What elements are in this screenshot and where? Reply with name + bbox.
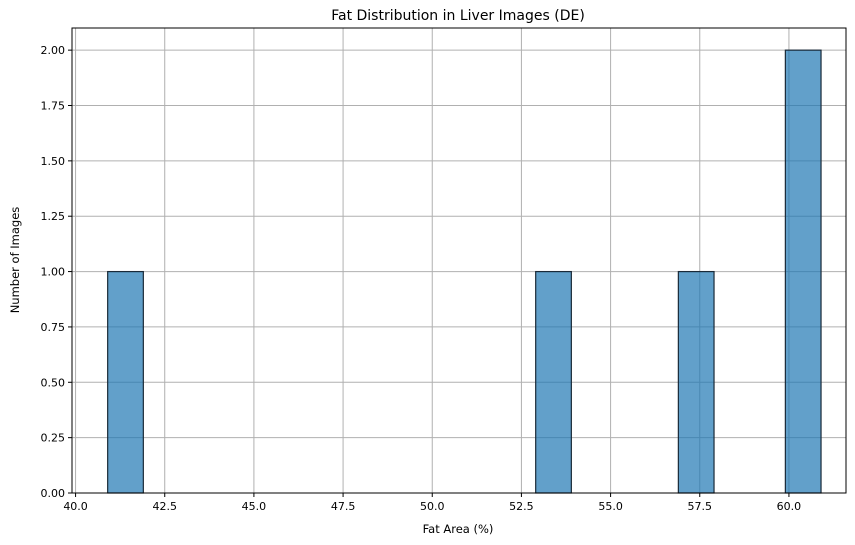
y-tick-label: 0.50: [41, 376, 66, 389]
x-tick-label: 42.5: [152, 500, 177, 513]
x-tick-label: 40.0: [63, 500, 88, 513]
y-tick-label: 1.50: [41, 155, 66, 168]
plot-frame: [71, 27, 847, 494]
x-tick-label: 52.5: [509, 500, 534, 513]
y-tick-label: 2.00: [41, 44, 66, 57]
y-tick-label: 0.75: [41, 321, 66, 334]
x-tick-label: 50.0: [420, 500, 445, 513]
bar-1: [535, 270, 572, 494]
x-tick-label: 55.0: [598, 500, 623, 513]
x-axis-label: Fat Area (%): [423, 522, 494, 536]
y-tick-label: 0.00: [41, 487, 66, 500]
y-tick-label: 1.25: [41, 210, 66, 223]
grid-lines: [72, 28, 846, 494]
y-tick-label: 1.75: [41, 100, 66, 113]
y-axis-ticks: 0.00 0.25 0.50 0.75 1.00 1.25 1.50 1.75 2.00: [41, 44, 72, 500]
x-tick-label: 57.5: [688, 500, 713, 513]
x-tick-label: 47.5: [331, 500, 356, 513]
x-tick-label: 45.0: [242, 500, 267, 513]
bar-0: [107, 270, 144, 494]
y-tick-label: 0.25: [41, 432, 66, 445]
y-axis-label: Number of Images: [8, 207, 22, 314]
x-axis-ticks: 40.0 42.5 45.0 47.5 50.0 52.5 55.0 57.5 60.0: [63, 493, 801, 513]
chart-title: Fat Distribution in Liver Images (DE): [331, 8, 585, 24]
bar-3: [784, 49, 822, 494]
x-tick-label: 60.0: [777, 500, 802, 513]
y-tick-label: 1.00: [41, 266, 66, 279]
bar-2: [677, 270, 715, 494]
bars: [107, 49, 822, 494]
